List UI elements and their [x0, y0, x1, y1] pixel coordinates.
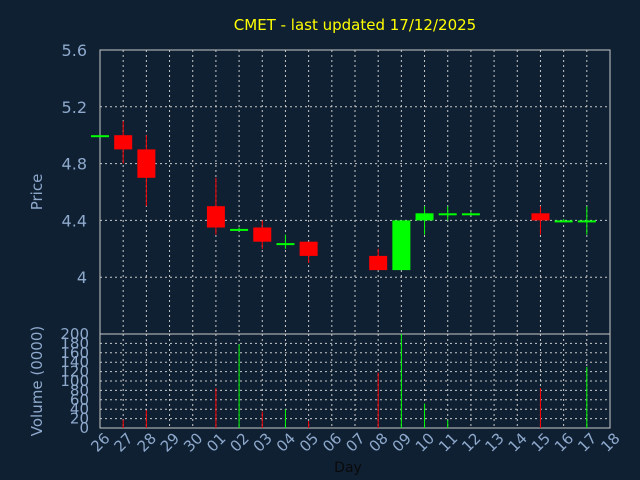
volume-tick-label: 180 [60, 334, 89, 352]
candle-body [438, 213, 457, 216]
volume-tick-label: 20 [70, 410, 89, 428]
volume-tick-label: 100 [60, 372, 89, 390]
candle-body [461, 213, 480, 216]
price-tick-label: 5.2 [62, 98, 87, 117]
price-axis-label: Price [28, 174, 46, 211]
candle-body [206, 206, 225, 228]
volume-axis-label: Volume (0000) [28, 326, 46, 436]
candle-body [299, 241, 318, 256]
candle-body [230, 228, 249, 231]
volume-tick-label: 40 [70, 400, 89, 418]
volume-tick-label: 140 [60, 353, 89, 371]
candle-body [114, 135, 133, 150]
candles [91, 121, 596, 271]
volume-grid [100, 334, 610, 428]
candle-body [137, 149, 156, 178]
x-tick-label: 18 [597, 429, 623, 455]
x-axis-ticks: 2627282930010203040506070809101112131415… [87, 429, 623, 455]
volume-panel-frame [99, 333, 611, 429]
volume-bars [122, 334, 588, 428]
candle-body [554, 220, 573, 223]
x-axis-label: Day [334, 460, 362, 476]
chart-title: CMET - last updated 17/12/2025 [234, 16, 476, 34]
price-grid [100, 50, 610, 334]
price-tick-label: 4.8 [62, 155, 87, 174]
volume-tick-label: 0 [79, 419, 89, 437]
volume-tick-label: 60 [70, 391, 89, 409]
candle-body [531, 213, 550, 221]
candle-body [369, 255, 388, 271]
volume-tick-label: 200 [60, 325, 89, 343]
candle-body [91, 135, 109, 138]
volume-tick-label: 120 [60, 363, 89, 381]
candle-body [577, 220, 596, 223]
volume-tick-label: 160 [60, 344, 89, 362]
candle-body [415, 213, 434, 221]
volume-tick-label: 80 [70, 381, 89, 399]
candle-body [253, 227, 272, 242]
price-axis-ticks: 4 4.4 4.8 5.2 5.6 [62, 41, 87, 287]
candle-body [276, 243, 295, 246]
candle-body [392, 220, 411, 271]
price-tick-label: 4.4 [62, 211, 87, 230]
price-tick-label: 5.6 [62, 41, 87, 60]
price-tick-label: 4 [77, 268, 87, 287]
